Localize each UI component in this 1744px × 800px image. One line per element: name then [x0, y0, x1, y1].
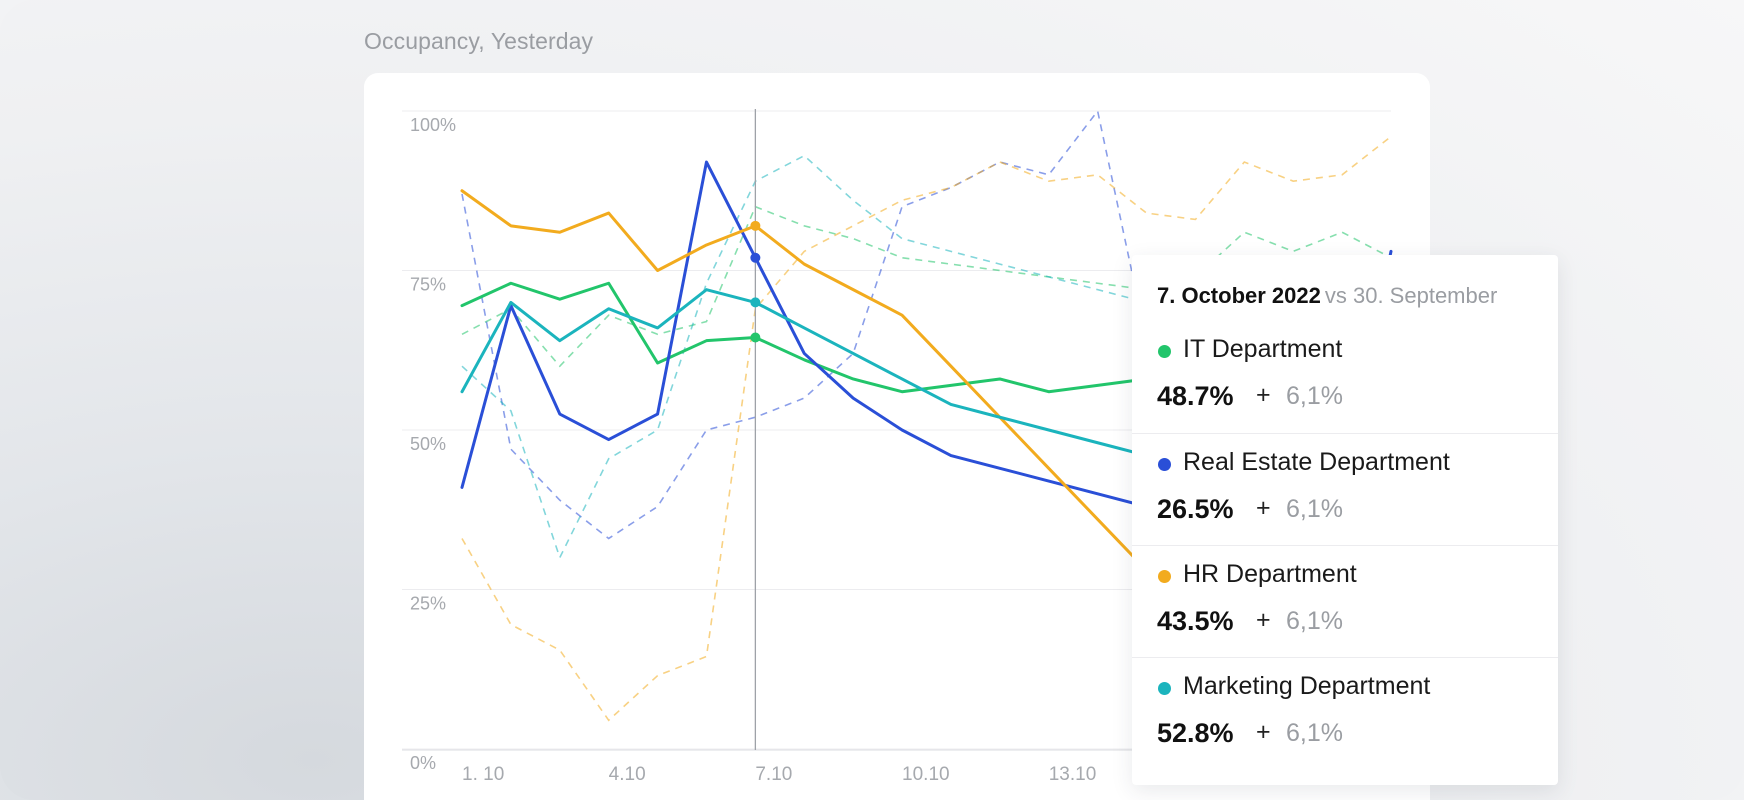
tooltip-item-name: HR Department: [1183, 560, 1357, 588]
section-title: Occupancy, Yesterday: [364, 28, 594, 54]
tooltip-item-name: Marketing Department: [1183, 672, 1431, 700]
tooltip-item-name: IT Department: [1183, 335, 1343, 363]
tooltip-item-plus: +: [1256, 381, 1271, 409]
tooltip-header: 7. October 2022 vs 30. September: [1157, 283, 1497, 309]
series-it-point-marker: [750, 332, 761, 343]
tooltip-item-it: IT Department 48.7% + 6,1%: [1132, 321, 1558, 433]
tooltip-comparison: vs 30. September: [1324, 283, 1498, 308]
y-tick-label: 100%: [410, 115, 456, 135]
y-tick-label: 25%: [410, 594, 446, 614]
x-tick-label: 1. 10: [462, 764, 504, 785]
tooltip-item-value: 48.7%: [1157, 381, 1234, 411]
tooltip-date: 7. October 2022: [1157, 283, 1321, 308]
tooltip-item-plus: +: [1256, 718, 1271, 746]
tooltip-item-plus: +: [1256, 606, 1271, 634]
chart-tooltip: 7. October 2022 vs 30. September IT Depar…: [1132, 255, 1558, 785]
x-tick-label: 4.10: [609, 764, 646, 785]
x-tick-label: 7.10: [755, 764, 792, 785]
x-tick-label: 10.10: [902, 764, 950, 785]
x-tick-label: 13.10: [1049, 764, 1097, 785]
series-it-previous-line: [461, 205, 1392, 368]
series-mk-point-marker: [750, 297, 761, 308]
tooltip-item-marketing: Marketing Department 52.8% + 6,1%: [1132, 657, 1558, 770]
tooltip-item-real-estate: Real Estate Department 26.5% + 6,1%: [1132, 433, 1558, 546]
tooltip-item-delta: 6,1%: [1286, 607, 1343, 635]
y-tick-label: 75%: [410, 275, 446, 295]
tooltip-item-plus: +: [1256, 494, 1271, 522]
legend-dot-icon: [1158, 570, 1171, 583]
tooltip-item-delta: 6,1%: [1286, 382, 1343, 410]
series-hr-previous-line: [461, 135, 1392, 722]
tooltip-item-delta: 6,1%: [1286, 495, 1343, 523]
y-tick-label: 0%: [410, 753, 436, 773]
legend-dot-icon: [1158, 682, 1171, 695]
tooltip-item-name: Real Estate Department: [1183, 448, 1450, 476]
tooltip-item-value: 52.8%: [1157, 718, 1234, 748]
chart-card: 0%25%50%75%100%1. 104.107.1010.1013.1016…: [364, 73, 1558, 800]
tooltip-item-value: 26.5%: [1157, 494, 1234, 524]
tooltip-item-value: 43.5%: [1157, 606, 1234, 636]
tooltip-item-hr: HR Department 43.5% + 6,1%: [1132, 545, 1558, 658]
series-re-point-marker: [750, 252, 761, 263]
series-hr-point-marker: [750, 220, 761, 231]
legend-dot-icon: [1158, 345, 1171, 358]
tooltip-item-delta: 6,1%: [1286, 719, 1343, 747]
legend-dot-icon: [1158, 458, 1171, 471]
y-tick-label: 50%: [410, 434, 446, 454]
